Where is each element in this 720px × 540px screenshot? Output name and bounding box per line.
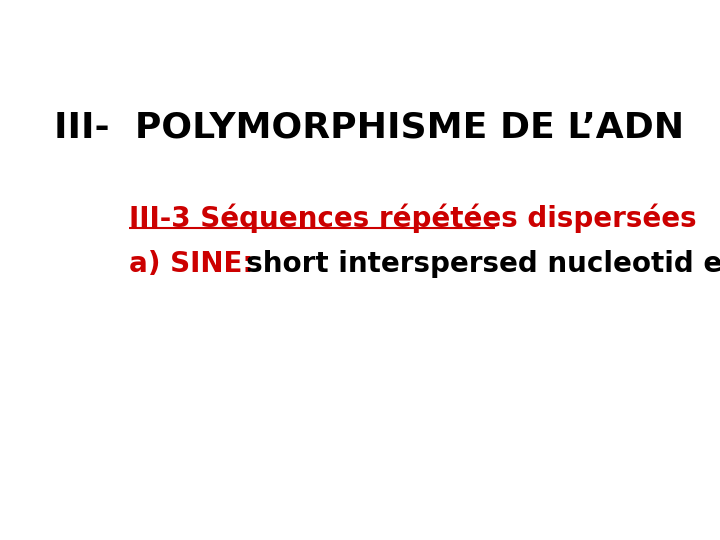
Text: III-  POLYMORPHISME DE L’ADN: III- POLYMORPHISME DE L’ADN bbox=[54, 110, 684, 144]
Text: a) SINE:: a) SINE: bbox=[129, 251, 253, 279]
Text: short interspersed nucleotid element: short interspersed nucleotid element bbox=[227, 251, 720, 279]
Text: III-3 Séquences répétées dispersées: III-3 Séquences répétées dispersées bbox=[129, 204, 697, 233]
